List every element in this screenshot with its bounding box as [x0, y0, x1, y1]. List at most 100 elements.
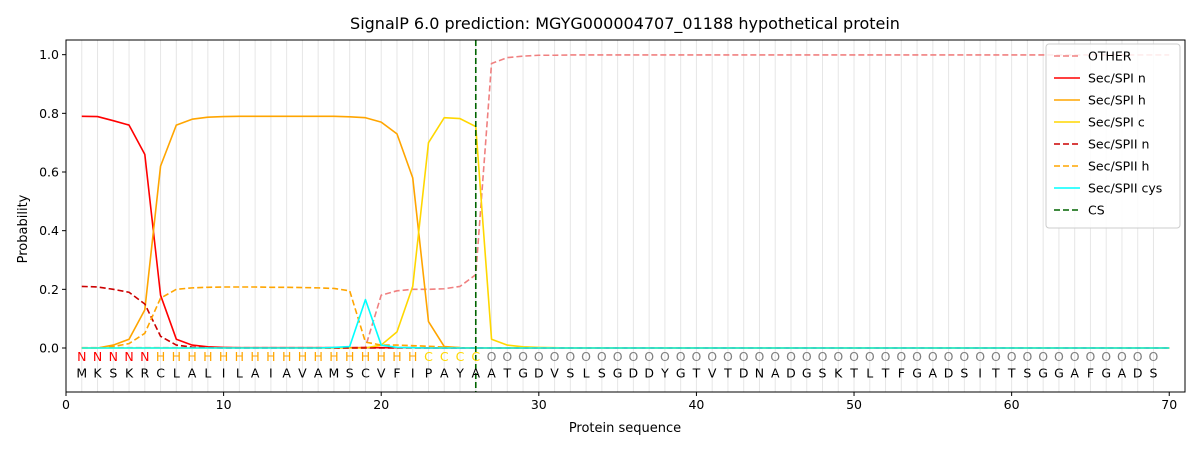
residue-letter: T	[723, 365, 732, 380]
legend: OTHER Sec/SPI n Sec/SPI h Sec/SPI c Sec/SPII…	[1045, 43, 1181, 229]
region-label: O	[944, 349, 954, 364]
region-label: O	[613, 349, 623, 364]
residue-letter: G	[676, 365, 686, 380]
residue-letter: T	[881, 365, 890, 380]
region-label: N	[109, 349, 118, 364]
residue-letter: G	[912, 365, 922, 380]
region-label: H	[172, 349, 181, 364]
region-label: O	[770, 349, 780, 364]
region-label: O	[644, 349, 654, 364]
region-label: O	[881, 349, 891, 364]
legend-label: Sec/SPI h	[1088, 93, 1146, 108]
residue-letter: T	[502, 365, 511, 380]
x-tick-label: 70	[1161, 397, 1177, 412]
region-label: O	[959, 349, 969, 364]
region-label: O	[896, 349, 906, 364]
region-label: O	[502, 349, 512, 364]
residue-letter: S	[960, 365, 968, 380]
residue-letter: G	[518, 365, 528, 380]
region-label: H	[203, 349, 212, 364]
residue-letter: A	[1118, 365, 1127, 380]
region-label: H	[219, 349, 228, 364]
region-label: O	[928, 349, 938, 364]
region-label: O	[755, 349, 765, 364]
legend-label: CS	[1088, 203, 1105, 218]
residue-letter: R	[140, 365, 149, 380]
region-label: N	[93, 349, 102, 364]
region-label: O	[1086, 349, 1096, 364]
legend-label: Sec/SPI c	[1088, 115, 1145, 130]
residue-letter: F	[898, 365, 905, 380]
residue-letter: Y	[660, 365, 669, 380]
residue-letter: D	[786, 365, 796, 380]
region-label: C	[471, 349, 480, 364]
region-label: O	[849, 349, 859, 364]
residue-letter: A	[440, 365, 449, 380]
region-label: H	[156, 349, 165, 364]
residue-letter: S	[1023, 365, 1031, 380]
y-tick-label: 0.0	[39, 341, 59, 356]
axes-frame	[65, 39, 1186, 393]
residue-letter: A	[314, 365, 323, 380]
region-label: O	[534, 349, 544, 364]
legend-label: Sec/SPII cys	[1088, 181, 1162, 196]
residue-letter: S	[1150, 365, 1158, 380]
x-tick-label: 20	[373, 397, 389, 412]
residue-letter: G	[613, 365, 623, 380]
region-label: O	[1054, 349, 1064, 364]
residue-letter: S	[109, 365, 117, 380]
region-label: O	[550, 349, 560, 364]
region-label: O	[975, 349, 985, 364]
region-label: O	[518, 349, 528, 364]
region-label: O	[1070, 349, 1080, 364]
region-label: O	[1117, 349, 1127, 364]
residue-letter: T	[849, 365, 858, 380]
region-label: N	[124, 349, 133, 364]
residue-letter: G	[802, 365, 812, 380]
residue-letter: A	[771, 365, 780, 380]
y-tick-label: 0.2	[39, 282, 59, 297]
y-tick-label: 0.6	[39, 165, 59, 180]
region-label: H	[408, 349, 417, 364]
y-axis-label: Probability	[16, 194, 31, 263]
region-label: H	[235, 349, 244, 364]
x-tick-label: 50	[846, 397, 862, 412]
residue-letter: A	[282, 365, 291, 380]
residue-letter: V	[377, 365, 386, 380]
residue-letter: K	[125, 365, 134, 380]
residue-letter: D	[944, 365, 954, 380]
series-line-sec-spii-cys	[81, 298, 1170, 349]
residue-letter: T	[692, 365, 701, 380]
region-label: N	[77, 349, 86, 364]
residue-letter: D	[629, 365, 639, 380]
residue-letter: S	[819, 365, 827, 380]
region-label: H	[313, 349, 322, 364]
region-label: O	[865, 349, 875, 364]
residue-letter: I	[222, 365, 226, 380]
residue-letter: V	[708, 365, 717, 380]
legend-label: OTHER	[1088, 49, 1132, 64]
region-label: H	[329, 349, 338, 364]
region-label: H	[377, 349, 386, 364]
residue-letter: G	[1054, 365, 1064, 380]
y-tick-label: 0.4	[39, 223, 59, 238]
residue-letter: C	[156, 365, 165, 380]
region-label: O	[692, 349, 702, 364]
region-label: C	[424, 349, 433, 364]
residue-letter: D	[644, 365, 654, 380]
residue-letter: A	[1070, 365, 1079, 380]
residue-letter: L	[866, 365, 873, 380]
residue-letter: L	[204, 365, 211, 380]
residue-letter: F	[1087, 365, 1094, 380]
region-label: O	[707, 349, 717, 364]
region-label: O	[628, 349, 638, 364]
region-label: O	[581, 349, 591, 364]
residue-letter: V	[550, 365, 559, 380]
residue-letter: D	[739, 365, 749, 380]
residue-letter: P	[425, 365, 433, 380]
chart-title: SignalP 6.0 prediction: MGYG000004707_01…	[350, 14, 900, 34]
x-tick-label: 30	[531, 397, 547, 412]
residue-letter: I	[978, 365, 982, 380]
legend-label: Sec/SPI n	[1088, 71, 1146, 86]
region-label: H	[187, 349, 196, 364]
